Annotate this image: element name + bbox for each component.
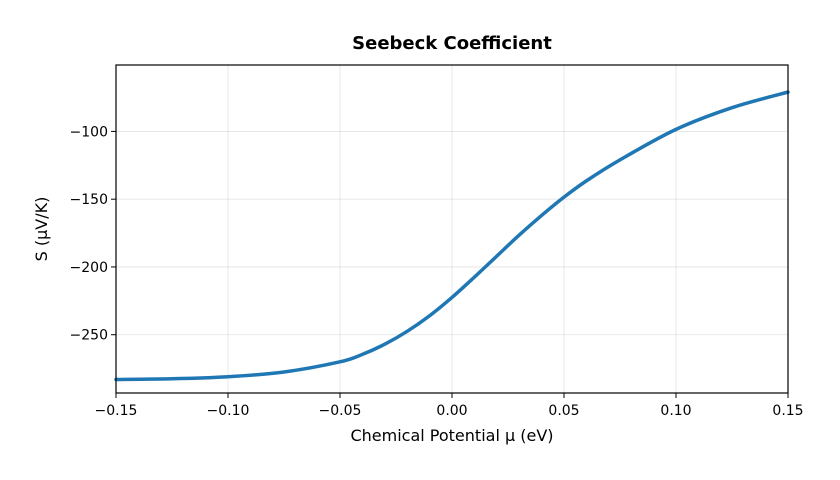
y-tick-label: −150 [70,192,108,208]
x-tick-label: −0.15 [95,403,138,419]
seebeck-series-line [114,90,790,382]
x-tick-label: 0.00 [436,403,467,419]
x-tick-label: −0.10 [207,403,250,419]
series-layer [114,90,790,382]
x-tick-label: 0.15 [772,403,803,419]
x-axis-ticks: −0.15 −0.10 −0.05 0.00 0.05 0.10 0.15 [95,393,804,419]
grid-lines [115,65,789,393]
y-tick-label: −250 [70,328,108,344]
y-axis-ticks: −100 −150 −200 −250 [70,124,116,344]
x-tick-label: −0.05 [319,403,362,419]
x-axis-label: Chemical Potential μ (eV) [350,426,553,445]
x-tick-label: 0.10 [660,403,691,419]
y-tick-label: −100 [70,124,108,140]
x-tick-label: 0.05 [548,403,579,419]
y-axis-label: S (μV/K) [32,197,51,262]
chart-title: Seebeck Coefficient [352,33,552,54]
y-tick-label: −200 [70,260,108,276]
